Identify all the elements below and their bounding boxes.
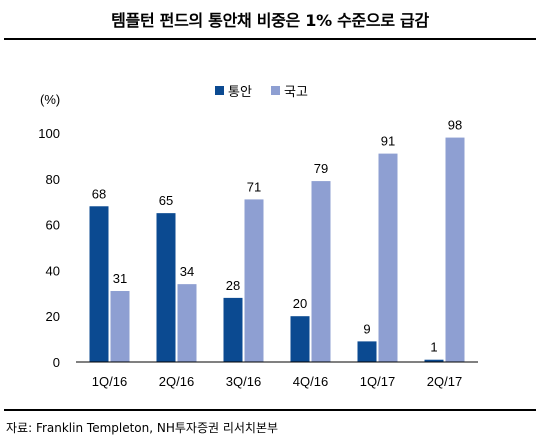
data-label: 98 [448,118,462,133]
legend: 통안 국고 [215,85,308,100]
x-tick-label: 1Q/16 [92,374,127,389]
y-tick-label: 60 [46,218,60,233]
x-tick-label: 2Q/17 [427,374,462,389]
bar-국고-3Q/16 [244,199,264,362]
data-label: 65 [159,193,173,208]
legend-label: 국고 [284,85,308,100]
bar-국고-2Q/17 [445,137,465,362]
x-tick-label: 4Q/16 [293,374,328,389]
bars [89,137,465,362]
chart-title: 템플턴 펀드의 통안채 비중은 1% 수준으로 급감 [111,11,429,30]
data-label: 79 [314,161,328,176]
legend-label: 통안 [228,85,252,100]
data-label: 1 [430,340,437,355]
bar-통안-2Q/17 [424,359,444,362]
data-label: 20 [293,296,307,311]
bar-통안-4Q/16 [290,316,310,362]
y-tick-label: 80 [46,172,60,187]
y-tick-label: 20 [46,309,60,324]
bar-통안-1Q/16 [89,206,109,362]
bar-국고-1Q/17 [378,153,398,362]
data-labels: 68 31 65 34 28 71 20 79 9 91 1 98 [92,118,462,355]
title-divider [4,38,536,40]
x-tick-label: 1Q/17 [360,374,395,389]
bar-국고-4Q/16 [311,181,331,362]
y-tick-label: 0 [53,355,60,370]
legend-swatch [271,86,280,95]
x-tick-label: 2Q/16 [159,374,194,389]
source-note: 자료: Franklin Templeton, NH투자증권 리서치본부 [6,421,279,435]
bar-통안-1Q/17 [357,341,377,362]
bar-통안-2Q/16 [156,213,176,362]
footer-divider [4,409,536,411]
bar-국고-2Q/16 [177,284,197,362]
data-label: 34 [180,264,194,279]
x-tick-label: 3Q/16 [226,374,261,389]
y-axis-label: (%) [40,92,60,107]
data-label: 71 [247,179,261,194]
data-label: 28 [226,278,240,293]
data-label: 91 [381,134,395,149]
data-label: 68 [92,186,106,201]
y-tick-label: 40 [46,263,60,278]
bar-통안-3Q/16 [223,297,243,362]
legend-swatch [215,86,224,95]
bar-국고-1Q/16 [110,291,130,362]
y-tick-label: 100 [38,126,60,141]
x-axis-ticks: 1Q/16 2Q/16 3Q/16 4Q/16 1Q/17 2Q/17 [92,374,462,389]
data-label: 31 [113,271,127,286]
y-axis-ticks: 0 20 40 60 80 100 [38,126,60,370]
data-label: 9 [363,321,370,336]
